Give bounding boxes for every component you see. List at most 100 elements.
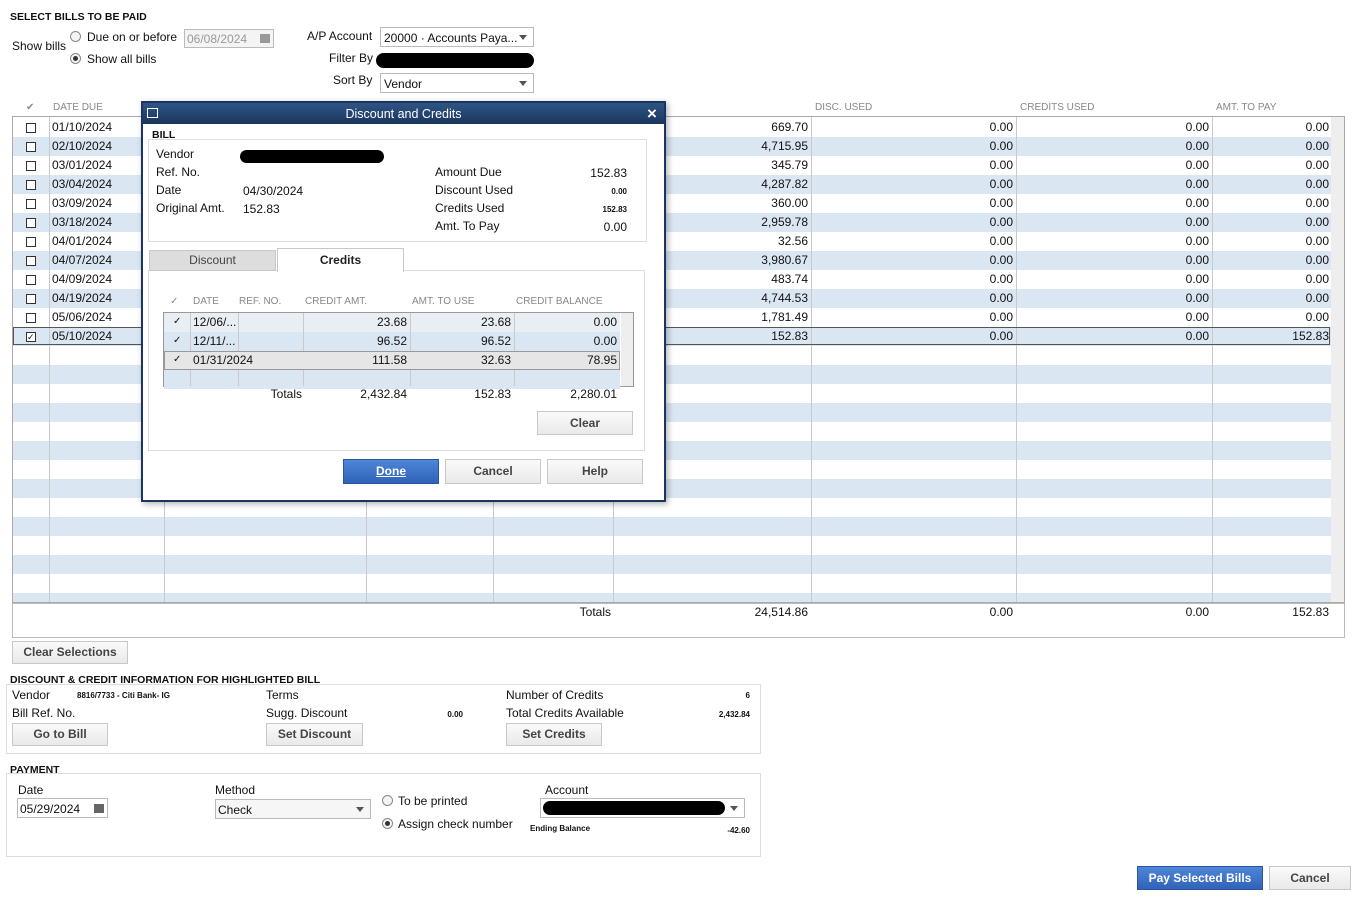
pay-selected-bills-button[interactable]: Pay Selected Bills bbox=[1137, 866, 1263, 890]
cell: 0.00 bbox=[593, 334, 617, 348]
bill-panel bbox=[148, 139, 647, 242]
row-checkbox[interactable] bbox=[26, 275, 36, 285]
radio[interactable] bbox=[70, 31, 81, 42]
menu-icon[interactable] bbox=[147, 108, 158, 118]
row-checkbox[interactable] bbox=[26, 142, 36, 152]
credit-check[interactable]: ✓ bbox=[173, 316, 182, 327]
current-row bbox=[164, 351, 620, 370]
row-stripe bbox=[13, 536, 1344, 555]
cell: 0.00 bbox=[1305, 253, 1329, 267]
column-divider bbox=[410, 313, 411, 386]
label: Vendor bbox=[12, 688, 51, 702]
label: Show bills bbox=[12, 39, 67, 53]
label: Account bbox=[545, 783, 589, 797]
cell: 0.00 bbox=[989, 158, 1013, 172]
cell: 0.00 bbox=[989, 291, 1013, 305]
ap-account-combo[interactable]: 20000 · Accounts Paya... bbox=[380, 27, 534, 47]
label: BILL bbox=[152, 129, 176, 141]
cell: 12/06/... bbox=[193, 315, 237, 329]
row-checkbox[interactable] bbox=[26, 161, 36, 171]
clear-button[interactable]: Clear bbox=[537, 411, 633, 435]
date-field[interactable]: 05/29/2024 bbox=[17, 798, 108, 818]
cell: 0.00 bbox=[1185, 196, 1209, 210]
cell: 152.83 bbox=[771, 329, 808, 343]
cell: 03/18/2024 bbox=[52, 215, 113, 229]
total: 152.83 bbox=[1292, 605, 1329, 619]
row-checkbox[interactable] bbox=[26, 237, 36, 247]
label: Method bbox=[215, 783, 256, 797]
cancel-button[interactable]: Cancel bbox=[1269, 866, 1351, 890]
cell: 0.00 bbox=[1305, 215, 1329, 229]
row-checkbox[interactable] bbox=[26, 180, 36, 190]
cell: 0.00 bbox=[989, 329, 1013, 343]
row-checkbox[interactable] bbox=[26, 256, 36, 266]
radio[interactable] bbox=[382, 818, 393, 829]
cell: 96.52 bbox=[376, 334, 407, 348]
label: Date bbox=[156, 183, 182, 197]
label: Sort By bbox=[333, 73, 373, 87]
help-button[interactable]: Help bbox=[547, 459, 643, 484]
column-header: REF. NO. bbox=[239, 296, 282, 307]
radio-label: Show all bills bbox=[87, 52, 157, 66]
header-check: ✔ bbox=[26, 102, 35, 113]
go-to-bill-button[interactable]: Go to Bill bbox=[12, 723, 108, 746]
cancel-button[interactable]: Cancel bbox=[445, 459, 541, 484]
label: Sugg. Discount bbox=[266, 706, 348, 720]
row-checkbox[interactable] bbox=[26, 123, 36, 133]
scrollbar[interactable] bbox=[1331, 117, 1344, 602]
value: 152.83 bbox=[602, 205, 627, 214]
clear-selections-button[interactable]: Clear Selections bbox=[12, 641, 128, 664]
cell: 05/06/2024 bbox=[52, 310, 113, 324]
row-stripe bbox=[13, 498, 1344, 517]
cell: 02/10/2024 bbox=[52, 139, 113, 153]
label: Amt. To Pay bbox=[435, 219, 500, 233]
value: 6 bbox=[745, 691, 750, 700]
cell: 0.00 bbox=[989, 272, 1013, 286]
tab-active[interactable]: Credits bbox=[277, 248, 404, 272]
method-combo[interactable]: Check bbox=[215, 799, 371, 819]
row-checkbox[interactable] bbox=[26, 199, 36, 209]
credit-check[interactable]: ✓ bbox=[173, 335, 182, 346]
tab[interactable]: Discount bbox=[149, 250, 276, 271]
row-stripe bbox=[13, 593, 1344, 602]
row-checkbox[interactable] bbox=[26, 313, 36, 323]
credit-check[interactable]: ✓ bbox=[173, 354, 182, 365]
totals-label: Totals bbox=[579, 605, 611, 619]
radio[interactable] bbox=[70, 53, 81, 64]
set-credits-button[interactable]: Set Credits bbox=[506, 723, 602, 746]
date-field[interactable]: 06/08/2024 bbox=[184, 29, 274, 48]
radio[interactable] bbox=[382, 795, 393, 806]
account-combo[interactable] bbox=[540, 798, 745, 818]
totals-row: Totals 24,514.86 0.00 0.00 152.83 bbox=[12, 603, 1345, 638]
cell: 4,287.82 bbox=[761, 177, 808, 191]
cell: 04/19/2024 bbox=[52, 291, 113, 305]
scrollbar[interactable] bbox=[621, 313, 633, 386]
row-checkbox[interactable]: ✓ bbox=[26, 332, 36, 342]
cell: 0.00 bbox=[1305, 158, 1329, 172]
column-header: CREDIT BALANCE bbox=[516, 296, 603, 307]
column-divider bbox=[303, 313, 304, 386]
row-checkbox[interactable] bbox=[26, 294, 36, 304]
section-title: SELECT BILLS TO BE PAID bbox=[10, 11, 147, 23]
sort-combo[interactable]: Vendor bbox=[380, 73, 534, 93]
cell: 345.79 bbox=[771, 158, 808, 172]
radio-label: Assign check number bbox=[398, 817, 513, 831]
total: 24,514.86 bbox=[754, 605, 808, 619]
row-stripe bbox=[164, 313, 620, 332]
totals-label: Totals bbox=[270, 387, 302, 401]
done-button[interactable]: Done bbox=[343, 459, 439, 484]
row-checkbox[interactable] bbox=[26, 218, 36, 228]
label: Number of Credits bbox=[506, 688, 604, 702]
label: Terms bbox=[266, 688, 299, 702]
cell: 0.00 bbox=[1305, 177, 1329, 191]
label: Original Amt. bbox=[156, 201, 225, 215]
total: 152.83 bbox=[474, 387, 511, 401]
set-discount-button[interactable]: Set Discount bbox=[266, 723, 363, 746]
dialog: Discount and Credits × BILL Vendor Ref. … bbox=[141, 101, 666, 502]
close-button[interactable]: × bbox=[647, 104, 657, 123]
cell: 04/09/2024 bbox=[52, 272, 113, 286]
selected-row bbox=[13, 327, 1330, 345]
dialog-title: Discount and Credits bbox=[345, 107, 462, 121]
label: Ref. No. bbox=[156, 165, 201, 179]
